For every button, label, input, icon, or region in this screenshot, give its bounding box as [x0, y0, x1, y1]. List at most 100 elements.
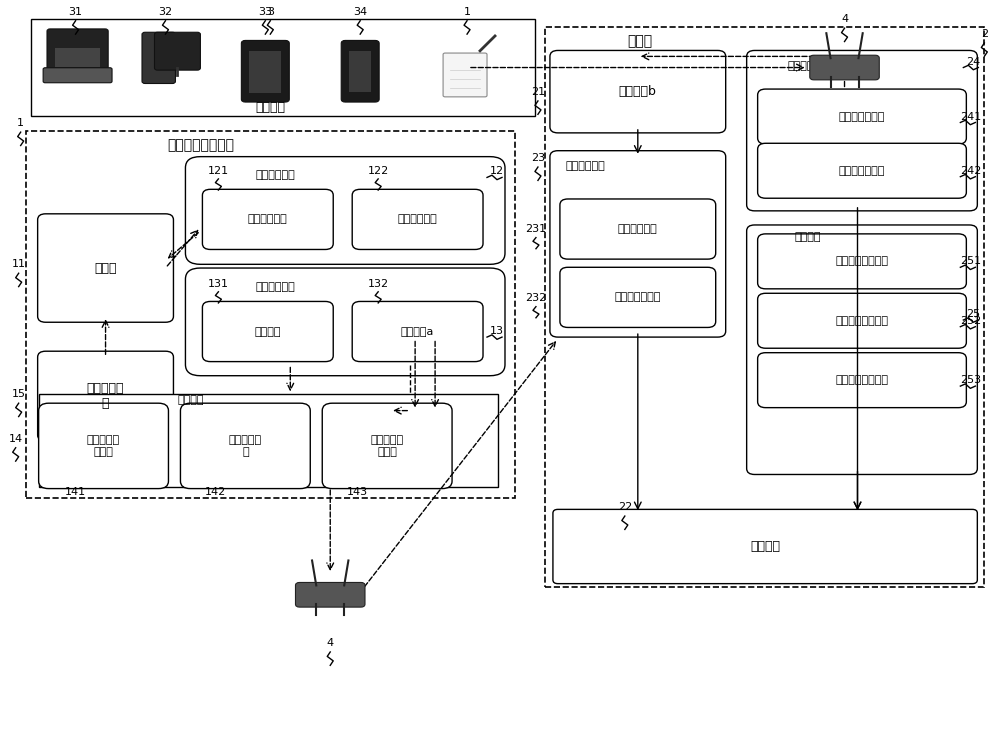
Text: 墨水屏电子会议本: 墨水屏电子会议本 [167, 138, 234, 153]
Text: 253: 253 [960, 375, 981, 385]
Text: 笔迹转文本单元: 笔迹转文本单元 [839, 166, 885, 176]
Bar [545, 27, 984, 587]
Text: 存储模块: 存储模块 [750, 540, 780, 553]
Text: 声音捕获装置: 声音捕获装置 [248, 214, 288, 225]
Text: 34: 34 [353, 7, 367, 17]
Text: 发言人分割单元: 发言人分割单元 [615, 292, 661, 302]
Bar [249, 51, 281, 93]
Text: 12: 12 [490, 167, 504, 176]
FancyBboxPatch shape [38, 214, 173, 322]
FancyBboxPatch shape [758, 234, 966, 289]
Text: 141: 141 [65, 487, 86, 497]
Text: 11: 11 [12, 260, 26, 269]
Text: 31: 31 [69, 7, 83, 17]
Bar [31, 19, 535, 116]
FancyBboxPatch shape [553, 510, 977, 583]
Bar [39, 394, 498, 487]
Text: 121: 121 [208, 167, 229, 176]
FancyBboxPatch shape [241, 40, 289, 102]
Text: 服务器: 服务器 [627, 34, 652, 48]
Text: 会议纪要生成单元: 会议纪要生成单元 [835, 315, 888, 326]
FancyBboxPatch shape [560, 267, 716, 327]
FancyBboxPatch shape [47, 29, 108, 70]
FancyBboxPatch shape [758, 353, 966, 408]
Text: 会议模块: 会议模块 [794, 232, 821, 242]
Text: 15: 15 [12, 389, 26, 400]
Text: 2: 2 [981, 29, 988, 39]
Text: 数据捕获模块: 数据捕获模块 [255, 170, 295, 180]
Text: 语音转文本单元: 语音转文本单元 [839, 112, 885, 121]
FancyBboxPatch shape [550, 151, 726, 337]
Text: 4: 4 [841, 14, 848, 25]
FancyBboxPatch shape [185, 157, 505, 264]
Text: 132: 132 [368, 279, 389, 289]
Bar [55, 48, 100, 66]
Text: 1: 1 [17, 118, 24, 128]
Bar [26, 131, 515, 498]
Text: 25: 25 [966, 309, 980, 319]
FancyBboxPatch shape [341, 40, 379, 102]
Text: 142: 142 [205, 487, 226, 497]
FancyBboxPatch shape [295, 583, 365, 607]
Text: 122: 122 [368, 167, 389, 176]
Text: 1: 1 [464, 7, 471, 17]
Text: 232: 232 [525, 292, 547, 303]
Text: 252: 252 [960, 315, 981, 326]
Text: 32: 32 [158, 7, 173, 17]
Text: 3: 3 [267, 7, 274, 17]
Text: 131: 131 [208, 279, 229, 289]
Text: 241: 241 [960, 112, 981, 121]
FancyBboxPatch shape [758, 293, 966, 348]
FancyBboxPatch shape [322, 403, 452, 489]
FancyBboxPatch shape [154, 32, 200, 70]
Text: 语音识别单元: 语音识别单元 [618, 224, 658, 234]
Text: 会议文档整理单元: 会议文档整理单元 [835, 257, 888, 266]
FancyBboxPatch shape [43, 68, 112, 83]
Text: 251: 251 [960, 257, 981, 266]
FancyBboxPatch shape [39, 403, 168, 489]
Text: 会议记录浏
览单元: 会议记录浏 览单元 [371, 435, 404, 457]
Text: 14: 14 [9, 434, 23, 444]
Text: 分享终端: 分享终端 [255, 101, 285, 114]
FancyBboxPatch shape [758, 89, 966, 144]
FancyBboxPatch shape [550, 51, 726, 133]
Text: 声音处理模块: 声音处理模块 [565, 161, 605, 170]
FancyBboxPatch shape [142, 32, 175, 83]
Text: 控制模块: 控制模块 [177, 395, 204, 405]
Text: 231: 231 [525, 224, 547, 234]
Text: 通信模块b: 通信模块b [619, 85, 657, 98]
FancyBboxPatch shape [202, 189, 333, 249]
FancyBboxPatch shape [38, 351, 173, 441]
Text: 笔迹捕获装置: 笔迹捕获装置 [398, 214, 437, 225]
Text: 会议记录存取单元: 会议记录存取单元 [835, 375, 888, 385]
FancyBboxPatch shape [560, 199, 716, 259]
Text: 通信模块a: 通信模块a [401, 327, 434, 336]
Text: 23: 23 [531, 153, 545, 163]
Text: 网络处理模块: 网络处理模块 [255, 281, 295, 292]
FancyBboxPatch shape [352, 301, 483, 362]
Text: 显示模式控
制单元: 显示模式控 制单元 [87, 435, 120, 457]
Text: 4: 4 [327, 638, 334, 648]
Text: 传输接口: 传输接口 [255, 327, 281, 336]
Text: 143: 143 [347, 487, 368, 497]
Bar [349, 51, 371, 92]
Text: 242: 242 [960, 166, 981, 176]
FancyBboxPatch shape [810, 55, 879, 80]
FancyBboxPatch shape [202, 301, 333, 362]
Text: 33: 33 [258, 7, 272, 17]
FancyBboxPatch shape [180, 403, 310, 489]
Text: 21: 21 [531, 87, 545, 97]
FancyBboxPatch shape [747, 51, 977, 211]
FancyBboxPatch shape [443, 53, 487, 97]
Text: 显示屏: 显示屏 [94, 262, 117, 275]
Text: 内容共享单
元: 内容共享单 元 [229, 435, 262, 457]
FancyBboxPatch shape [758, 144, 966, 198]
Text: 24: 24 [966, 57, 980, 67]
Text: 文字处理模块: 文字处理模块 [788, 61, 827, 71]
FancyBboxPatch shape [747, 225, 977, 475]
FancyBboxPatch shape [185, 268, 505, 376]
Text: 语音输出装
置: 语音输出装 置 [87, 382, 124, 410]
Text: 13: 13 [490, 326, 504, 336]
Text: 22: 22 [618, 502, 632, 512]
FancyBboxPatch shape [352, 189, 483, 249]
